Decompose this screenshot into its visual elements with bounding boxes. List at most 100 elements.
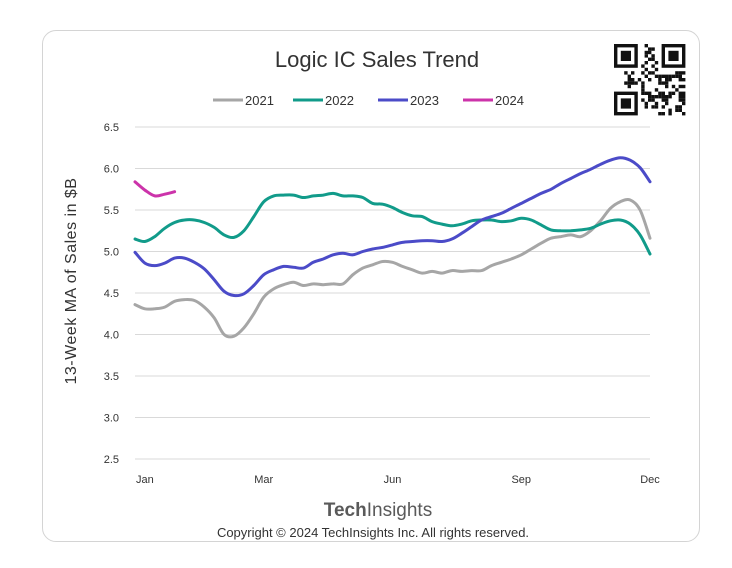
qr-module <box>658 78 662 82</box>
qr-module <box>675 71 679 75</box>
qr-module <box>661 105 665 109</box>
techinsights-logo: TechInsights <box>324 500 432 521</box>
qr-module <box>665 98 669 102</box>
qr-module <box>654 105 659 109</box>
qr-module <box>648 78 652 82</box>
qr-module <box>661 112 665 116</box>
copyright-text: Copyright © 2024 TechInsights Inc. All r… <box>217 525 529 540</box>
qr-module <box>665 101 669 106</box>
y-tick-label: 3.5 <box>104 371 119 383</box>
qr-module <box>648 98 652 102</box>
qr-module <box>654 74 659 78</box>
y-tick-label: 5.0 <box>104 247 119 259</box>
legend-label-2024: 2024 <box>495 93 524 108</box>
qr-module <box>678 108 682 112</box>
qr-module <box>661 98 665 102</box>
qr-module <box>644 44 648 48</box>
qr-module <box>682 84 686 89</box>
y-tick-label: 6.5 <box>104 122 119 134</box>
x-tick-label-mar: Mar <box>254 474 273 486</box>
qr-module <box>671 84 676 89</box>
qr-module <box>678 84 682 89</box>
qr-module <box>654 67 659 72</box>
qr-module <box>651 64 655 68</box>
qr-module <box>651 98 655 102</box>
qr-module <box>654 95 659 99</box>
y-tick-label: 4.0 <box>104 330 119 342</box>
qr-module <box>682 112 686 116</box>
qr-module <box>665 95 669 99</box>
y-axis-ticks: 6.5 6.0 5.5 5.0 4.5 4.0 3.5 3.0 2.5 <box>104 122 119 466</box>
qr-module <box>651 47 655 51</box>
qr-module <box>641 84 645 89</box>
qr-module <box>658 74 662 78</box>
qr-module <box>658 81 662 85</box>
qr-module <box>644 74 648 78</box>
y-axis-label: 13-Week MA of Sales in $B <box>63 178 80 385</box>
qr-module <box>648 47 652 51</box>
qr-module <box>661 81 665 85</box>
qr-module <box>648 71 652 75</box>
qr-module <box>624 81 628 85</box>
qr-module <box>668 74 672 78</box>
y-tick-label: 3.0 <box>104 413 119 425</box>
qr-module <box>668 95 672 99</box>
series-line-2021 <box>133 198 652 339</box>
qr-module <box>668 108 672 112</box>
qr-module <box>637 78 642 82</box>
series-line-2022 <box>133 191 652 256</box>
qr-module <box>682 101 686 106</box>
qr-module <box>661 95 665 99</box>
x-tick-label-jun: Jun <box>384 474 402 486</box>
chart-title: Logic IC Sales Trend <box>275 47 479 72</box>
qr-module <box>668 78 672 82</box>
qr-module <box>627 81 631 85</box>
x-axis-ticks: Jan Mar Jun Sep Dec <box>136 474 660 486</box>
legend: 2021 2022 2023 2024 <box>213 93 524 108</box>
qr-module <box>678 71 682 75</box>
qr-module <box>682 95 686 99</box>
qr-module <box>665 74 669 78</box>
qr-module <box>665 81 669 85</box>
x-tick-label-jan: Jan <box>136 474 154 486</box>
qr-module <box>641 91 645 95</box>
grid-lines <box>135 126 650 460</box>
x-tick-label-dec: Dec <box>640 474 660 486</box>
qr-module <box>678 105 682 109</box>
qr-module <box>654 88 659 92</box>
qr-code-icon <box>614 44 686 116</box>
qr-module <box>668 91 672 95</box>
qr-module <box>654 61 659 65</box>
qr-module <box>644 54 648 58</box>
qr-module <box>675 88 679 92</box>
qr-module <box>627 78 631 82</box>
qr-module <box>631 78 635 82</box>
qr-module <box>665 78 669 82</box>
qr-module <box>644 105 648 109</box>
qr-module <box>644 101 648 106</box>
qr-module <box>682 71 686 75</box>
qr-module <box>648 57 652 61</box>
qr-module <box>641 64 645 68</box>
qr-module <box>682 78 686 82</box>
qr-module <box>651 71 655 75</box>
qr-module <box>648 91 652 95</box>
qr-module <box>651 105 655 109</box>
x-tick-label-sep: Sep <box>511 474 531 486</box>
qr-module <box>641 81 645 85</box>
qr-module <box>668 112 672 116</box>
qr-finder-inner <box>620 98 631 109</box>
qr-module <box>651 57 655 61</box>
qr-module <box>675 108 679 112</box>
qr-module <box>671 74 676 78</box>
qr-module <box>641 98 645 102</box>
series-line-2023 <box>133 156 652 298</box>
qr-module <box>627 74 631 78</box>
chart-card: Logic IC Sales Trend 2021 2022 2023 2024 6.… <box>42 30 700 542</box>
series-line-2024 <box>133 180 177 198</box>
series-lines <box>133 156 652 339</box>
qr-module <box>644 50 648 55</box>
qr-module <box>654 101 659 106</box>
y-tick-label: 5.5 <box>104 205 119 217</box>
qr-module <box>678 91 682 95</box>
